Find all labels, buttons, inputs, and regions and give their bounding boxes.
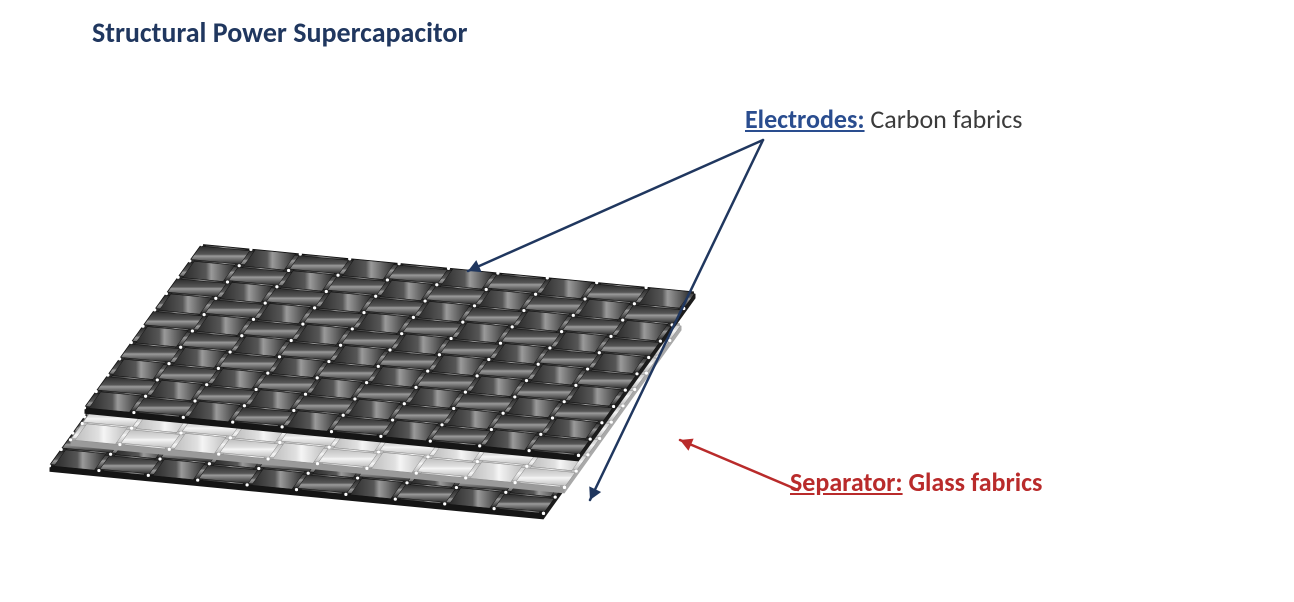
callout-separator: Separator: Glass fabrics	[790, 466, 1042, 498]
callout-electrodes-desc: Carbon fabrics	[865, 103, 1023, 135]
page-title: Structural Power Supercapacitor	[92, 15, 467, 50]
layer-separator	[69, 275, 683, 493]
diagram-svg	[0, 0, 1294, 602]
diagram-canvas: Structural Power Supercapacitor Electrod…	[0, 0, 1294, 602]
layer-bottom-electrode	[48, 301, 662, 519]
layer-top-electrode	[83, 243, 697, 461]
callout-separator-term: Separator:	[790, 466, 903, 498]
callout-electrodes: Electrodes: Carbon fabrics	[745, 103, 1022, 135]
callout-separator-desc: Glass fabrics	[903, 466, 1043, 498]
callout-electrodes-term: Electrodes:	[745, 103, 865, 135]
